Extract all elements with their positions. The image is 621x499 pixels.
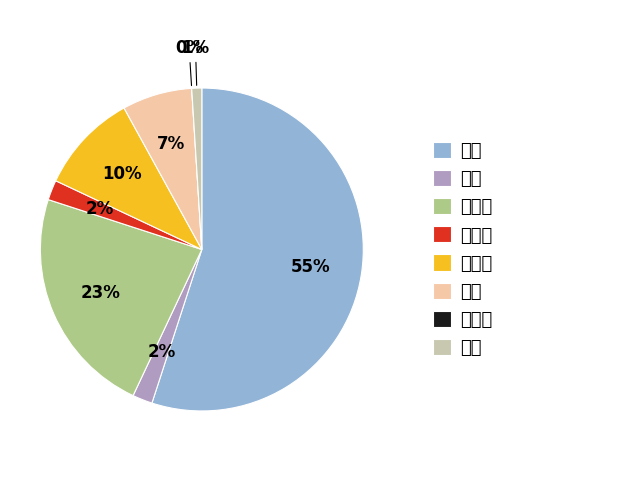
Wedge shape	[40, 200, 202, 396]
Wedge shape	[56, 108, 202, 250]
Text: 2%: 2%	[147, 343, 176, 361]
Wedge shape	[48, 181, 202, 250]
Text: 10%: 10%	[102, 165, 142, 183]
Wedge shape	[192, 88, 202, 250]
Text: 23%: 23%	[81, 284, 121, 302]
Text: 7%: 7%	[157, 135, 185, 153]
Legend: 鉄道, バス, 自動車, 二輪車, 自転車, 徒歩, その他, 不明: 鉄道, バス, 自動車, 二輪車, 自転車, 徒歩, その他, 不明	[433, 142, 492, 357]
Wedge shape	[192, 88, 202, 250]
Text: 2%: 2%	[86, 200, 114, 218]
Wedge shape	[152, 88, 363, 411]
Wedge shape	[124, 88, 202, 250]
Text: 1%: 1%	[181, 39, 209, 85]
Wedge shape	[133, 250, 202, 403]
Text: 0%: 0%	[175, 39, 203, 86]
Text: 55%: 55%	[291, 257, 330, 275]
